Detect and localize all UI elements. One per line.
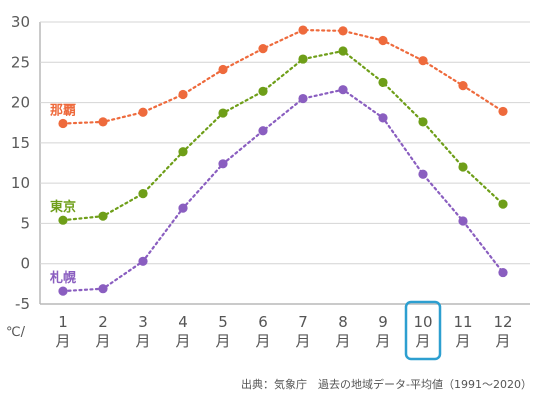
x-tick-number: 5	[218, 313, 228, 331]
x-tick-label: 7月	[295, 313, 310, 350]
data-point	[98, 211, 108, 221]
data-point	[58, 118, 68, 129]
data-point	[418, 169, 428, 179]
x-tick-unit: 月	[415, 332, 430, 350]
data-point	[258, 126, 268, 136]
x-tick-number: 9	[378, 313, 388, 331]
data-point	[498, 267, 508, 278]
x-tick-label: 9月	[375, 313, 390, 350]
data-point	[178, 147, 188, 157]
x-tick-unit: 月	[255, 332, 270, 350]
x-tick-label: 12月	[493, 313, 512, 350]
x-tick-unit: 月	[135, 332, 150, 350]
x-tick-label: 11月	[453, 313, 472, 350]
series-札幌: 札幌	[49, 85, 508, 296]
data-point	[418, 56, 428, 66]
x-tick-unit: 月	[95, 332, 110, 350]
highlight-box	[404, 300, 442, 361]
data-point	[218, 108, 228, 118]
data-point	[98, 117, 108, 127]
series-label: 札幌	[49, 270, 76, 286]
data-point	[178, 203, 188, 213]
data-point	[498, 106, 508, 117]
data-point	[58, 215, 68, 225]
data-point	[138, 189, 148, 199]
y-tick-label: 0	[20, 255, 30, 273]
data-point	[338, 85, 348, 95]
series-line	[61, 28, 505, 125]
data-point	[138, 256, 148, 266]
highlight-layer	[404, 300, 442, 361]
x-tick-label: 1月	[55, 313, 70, 350]
data-point	[378, 77, 388, 88]
y-tick-label: 20	[11, 94, 30, 112]
y-tick-label: 30	[11, 13, 30, 31]
y-tick-label: -5	[15, 295, 30, 313]
data-point	[178, 89, 188, 100]
data-point	[378, 113, 388, 123]
x-tick-number: 12	[493, 313, 512, 331]
data-point	[218, 159, 228, 169]
x-tick-unit: 月	[215, 332, 230, 350]
series-那覇: 那覇	[50, 25, 508, 129]
data-point	[338, 26, 348, 36]
data-point	[258, 43, 268, 54]
y-tick-label: 5	[20, 214, 30, 232]
x-tick-unit: 月	[495, 332, 510, 350]
series-line	[61, 49, 505, 222]
x-tick-number: 2	[98, 313, 108, 331]
x-tick-label: 4月	[175, 313, 190, 350]
x-tick-unit: 月	[55, 332, 70, 350]
data-point	[338, 46, 348, 56]
y-tick-label: 10	[11, 174, 30, 192]
series-東京: 東京	[50, 46, 508, 225]
x-tick-number: 8	[338, 313, 348, 331]
x-tick-number: 11	[453, 313, 472, 331]
data-point	[378, 35, 388, 46]
series-label: 那覇	[50, 104, 76, 119]
x-tick-label: 3月	[135, 313, 150, 350]
source-note: 出典：気象庁 過去の地域データ-平均値（1991～2020）	[241, 377, 532, 391]
y-axis-ticks: -5 0 5 10 15 20 25 30	[11, 13, 30, 313]
x-tick-number: 3	[138, 313, 148, 331]
data-point	[458, 81, 468, 91]
y-tick-label: 25	[11, 53, 30, 71]
series-label: 東京	[50, 199, 76, 215]
x-tick-number: 1	[58, 313, 68, 331]
data-point	[218, 64, 228, 75]
data-point	[298, 93, 308, 104]
x-tick-label: 5月	[215, 313, 230, 350]
x-tick-number: 7	[298, 313, 308, 331]
x-tick-unit: 月	[335, 332, 350, 350]
x-tick-label: 2月	[95, 313, 110, 350]
data-point	[498, 199, 508, 209]
data-point	[58, 286, 68, 296]
data-point	[258, 86, 268, 96]
x-tick-unit: 月	[175, 332, 190, 350]
x-tick-unit: 月	[295, 332, 310, 350]
data-point	[458, 216, 468, 226]
x-tick-number: 4	[178, 313, 188, 331]
x-tick-label: 8月	[335, 313, 350, 350]
data-point	[98, 284, 108, 294]
data-point	[458, 162, 468, 172]
y-unit-label: ℃/	[6, 325, 26, 340]
y-tick-label: 15	[11, 134, 30, 152]
data-point	[418, 117, 428, 127]
data-point	[298, 54, 308, 64]
series-line	[61, 88, 505, 293]
x-tick-label: 10月	[413, 313, 432, 350]
data-point	[298, 25, 308, 35]
x-tick-number: 6	[258, 313, 268, 331]
data-point	[138, 107, 148, 117]
x-tick-number: 10	[413, 313, 432, 331]
x-tick-unit: 月	[375, 332, 390, 350]
x-tick-unit: 月	[455, 332, 470, 350]
grid-lines	[39, 21, 530, 305]
x-tick-label: 6月	[255, 313, 270, 350]
